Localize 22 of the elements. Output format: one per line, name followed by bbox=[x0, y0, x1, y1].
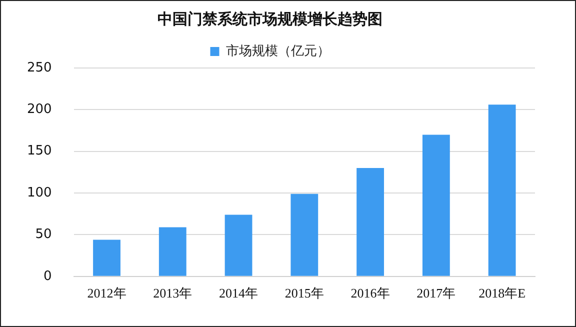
bar bbox=[290, 194, 318, 276]
x-tick-label: 2017年 bbox=[416, 286, 456, 301]
legend-label: 市场规模（亿元） bbox=[226, 44, 330, 59]
x-tick-label: 2016年 bbox=[350, 286, 390, 301]
y-tick-label: 50 bbox=[35, 227, 52, 242]
y-tick-label: 200 bbox=[26, 102, 52, 118]
chart-title: 中国门禁系统市场规模增长趋势图 bbox=[158, 10, 382, 28]
x-tick-label: 2015年 bbox=[284, 286, 324, 301]
y-tick-label: 150 bbox=[26, 144, 52, 159]
x-tick-label: 2012年 bbox=[87, 286, 126, 301]
bar bbox=[158, 227, 186, 276]
bar bbox=[422, 134, 450, 276]
y-tick-label: 0 bbox=[44, 268, 52, 284]
x-tick-label: 2018年E bbox=[478, 286, 526, 301]
bar bbox=[224, 214, 252, 276]
y-tick-label: 100 bbox=[26, 185, 52, 200]
bar bbox=[93, 240, 120, 276]
y-tick-label: 250 bbox=[26, 60, 52, 76]
x-tick-label: 2014年 bbox=[219, 286, 258, 301]
bar bbox=[488, 104, 516, 276]
x-tick-label: 2013年 bbox=[153, 286, 192, 301]
bar bbox=[356, 168, 384, 276]
